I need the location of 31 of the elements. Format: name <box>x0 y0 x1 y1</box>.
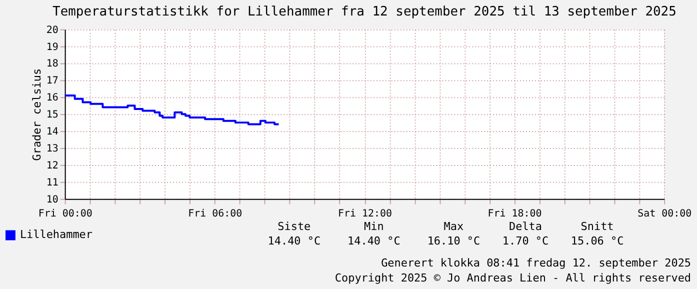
y-tick-label: 10 <box>46 194 58 206</box>
y-tick-label: 19 <box>46 42 58 53</box>
text: Siste <box>278 220 311 233</box>
x-tick-label: Fri 18:00 <box>488 208 542 220</box>
x-tick-label: Sat 00:00 <box>638 208 692 220</box>
text: Max <box>444 220 464 233</box>
text: 15.06 °C <box>570 234 624 248</box>
text: Snitt <box>580 220 614 233</box>
text: 1.70 °C <box>502 234 549 248</box>
text: Copyright 2025 © Jo Andreas Lien - All rights reserved <box>334 272 692 285</box>
text: Delta <box>509 220 542 233</box>
y-tick-label: 11 <box>46 177 58 188</box>
y-tick-label: 20 <box>46 24 58 36</box>
y-tick-label: 13 <box>46 143 58 154</box>
y-axis-title: Grader celsius <box>30 68 44 161</box>
y-tick-label: 12 <box>46 160 58 172</box>
y-tick-label: 14 <box>46 126 58 138</box>
x-tick-label: Fri 06:00 <box>188 208 242 220</box>
x-tick-label: Fri 12:00 <box>338 208 392 220</box>
x-tick-label: Fri 00:00 <box>38 208 92 220</box>
y-tick-label: 18 <box>46 58 58 70</box>
text: 16.10 °C <box>427 234 480 248</box>
text: 14.40 °C <box>268 234 321 248</box>
chart-title: Temperaturstatistikk for Lillehammer fra 12 september 2025 til 13 september 2025 <box>52 4 676 20</box>
y-tick-label: 17 <box>46 76 58 87</box>
y-tick-label: 16 <box>46 92 58 104</box>
text: Generert klokka 08:41 fredag 12. september 2025 <box>381 256 692 270</box>
text: 14.40 °C <box>348 234 400 248</box>
y-tick-label: 15 <box>46 110 58 121</box>
text: Min <box>364 220 384 233</box>
legend-label: Lillehammer <box>20 228 93 242</box>
